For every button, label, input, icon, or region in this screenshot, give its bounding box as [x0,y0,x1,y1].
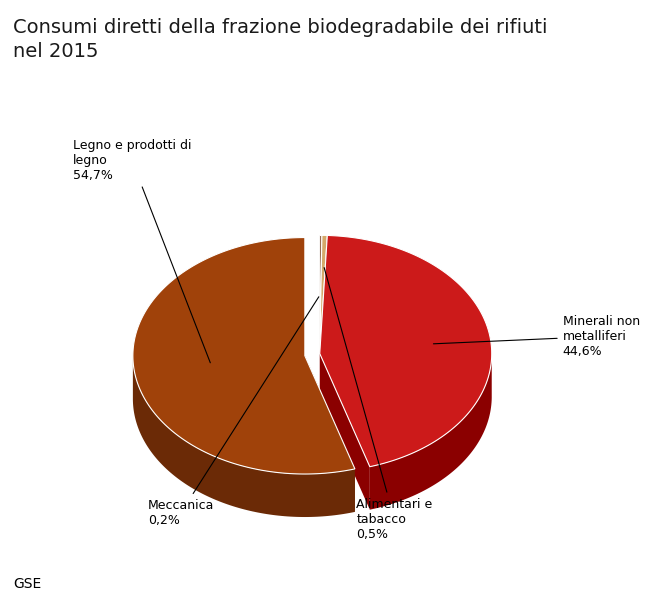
Text: Meccanica
0,2%: Meccanica 0,2% [148,297,319,526]
Polygon shape [369,355,492,510]
Polygon shape [320,235,327,353]
Polygon shape [133,238,355,474]
Polygon shape [320,235,322,353]
Polygon shape [305,356,355,512]
Polygon shape [133,356,355,517]
Text: Minerali non
metalliferi
44,6%: Minerali non metalliferi 44,6% [434,315,640,358]
Text: GSE: GSE [13,577,42,591]
Polygon shape [320,353,369,510]
Text: Alimentari e
tabacco
0,5%: Alimentari e tabacco 0,5% [324,268,432,541]
Text: Consumi diretti della frazione biodegradabile dei rifiuti
nel 2015: Consumi diretti della frazione biodegrad… [13,18,548,60]
Polygon shape [320,235,492,467]
Text: Legno e prodotti di
legno
54,7%: Legno e prodotti di legno 54,7% [73,139,210,363]
